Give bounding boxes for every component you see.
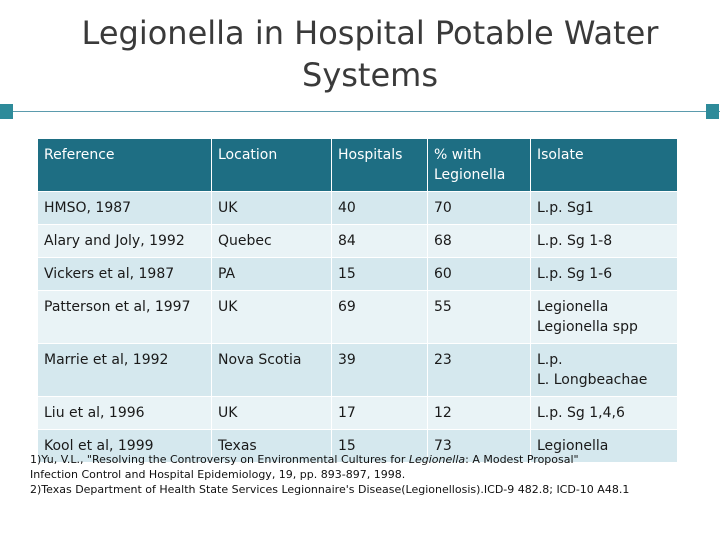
cell-pct: 73: [427, 429, 531, 463]
cell-hospitals: 15: [331, 429, 428, 463]
isolate-line-1: L.p. Sg 1,4,6: [537, 405, 625, 421]
cell-location: UK: [211, 396, 332, 430]
cell-isolate: L.p. L. Longbeachae: [530, 343, 678, 397]
isolate-line-2: Legionella spp: [537, 319, 638, 335]
cell-pct: 70: [427, 191, 531, 225]
title-divider: [0, 111, 720, 112]
data-table-container: Reference Location Hospitals % with Legio…: [37, 138, 678, 463]
footnote-1-line-2: Infection Control and Hospital Epidemiol…: [30, 468, 406, 481]
cell-reference: HMSO, 1987: [37, 191, 212, 225]
header-reference: Reference: [37, 138, 212, 192]
isolate-line-1: L.p. Sg 1-6: [537, 266, 613, 282]
footnote-1-italic: Legionella: [408, 453, 466, 466]
table-row: Patterson et al, 1997 UK 69 55 Legionell…: [37, 290, 678, 344]
footnotes: 1)Yu, V.L., "Resolving the Controversy o…: [30, 452, 700, 497]
cell-isolate: Legionella: [530, 429, 678, 463]
isolate-line-1: L.p. Sg1: [537, 200, 594, 216]
isolate-line-1: Legionella: [537, 438, 609, 454]
cell-hospitals: 40: [331, 191, 428, 225]
table-row: Kool et al, 1999 Texas 15 73 Legionella: [37, 429, 678, 463]
cell-reference: Patterson et al, 1997: [37, 290, 212, 344]
table-row: Marrie et al, 1992 Nova Scotia 39 23 L.p…: [37, 343, 678, 397]
table-row: HMSO, 1987 UK 40 70 L.p. Sg1: [37, 191, 678, 225]
legionella-table: Reference Location Hospitals % with Legio…: [37, 138, 678, 463]
header-isolate: Isolate: [530, 138, 678, 192]
footnote-1-line-1: 1)Yu, V.L., "Resolving the Controversy o…: [30, 452, 700, 467]
cell-location: PA: [211, 257, 332, 291]
isolate-line-1: Legionella: [537, 299, 609, 315]
footnote-1-text-b: : A Modest Proposal": [465, 453, 579, 466]
table-row: Vickers et al, 1987 PA 15 60 L.p. Sg 1-6: [37, 257, 678, 291]
cell-reference: Alary and Joly, 1992: [37, 224, 212, 258]
isolate-line-1: L.p. Sg 1-8: [537, 233, 613, 249]
cell-pct: 55: [427, 290, 531, 344]
cell-reference: Marrie et al, 1992: [37, 343, 212, 397]
accent-block-left: [0, 104, 13, 119]
slide-title: Legionella in Hospital Potable Water Sys…: [60, 12, 680, 96]
header-pct-line-2: Legionella: [434, 167, 506, 183]
cell-hospitals: 84: [331, 224, 428, 258]
cell-isolate: L.p. Sg 1-8: [530, 224, 678, 258]
table-header-row: Reference Location Hospitals % with Legio…: [37, 138, 678, 192]
cell-pct: 68: [427, 224, 531, 258]
title-line-2: Systems: [302, 56, 438, 94]
header-pct-line-1: % with: [434, 147, 482, 163]
accent-block-right: [706, 104, 719, 119]
header-hospitals: Hospitals: [331, 138, 428, 192]
footnote-1-text-a: 1)Yu, V.L., "Resolving the Controversy o…: [30, 453, 409, 466]
table-row: Alary and Joly, 1992 Quebec 84 68 L.p. S…: [37, 224, 678, 258]
cell-pct: 23: [427, 343, 531, 397]
cell-isolate: L.p. Sg1: [530, 191, 678, 225]
cell-pct: 12: [427, 396, 531, 430]
cell-location: Nova Scotia: [211, 343, 332, 397]
cell-pct: 60: [427, 257, 531, 291]
cell-reference: Liu et al, 1996: [37, 396, 212, 430]
cell-hospitals: 69: [331, 290, 428, 344]
cell-isolate: L.p. Sg 1-6: [530, 257, 678, 291]
header-pct-legionella: % with Legionella: [427, 138, 531, 192]
cell-reference: Kool et al, 1999: [37, 429, 212, 463]
cell-location: Quebec: [211, 224, 332, 258]
title-line-1: Legionella in Hospital Potable Water: [81, 14, 659, 52]
footnote-2: 2)Texas Department of Health State Servi…: [30, 483, 630, 496]
table-row: Liu et al, 1996 UK 17 12 L.p. Sg 1,4,6: [37, 396, 678, 430]
cell-hospitals: 17: [331, 396, 428, 430]
cell-isolate: L.p. Sg 1,4,6: [530, 396, 678, 430]
cell-location: UK: [211, 191, 332, 225]
header-location: Location: [211, 138, 332, 192]
isolate-line-2: L. Longbeachae: [537, 372, 648, 388]
cell-location: UK: [211, 290, 332, 344]
isolate-line-1: L.p.: [537, 352, 563, 368]
cell-hospitals: 39: [331, 343, 428, 397]
cell-hospitals: 15: [331, 257, 428, 291]
cell-reference: Vickers et al, 1987: [37, 257, 212, 291]
cell-isolate: Legionella Legionella spp: [530, 290, 678, 344]
